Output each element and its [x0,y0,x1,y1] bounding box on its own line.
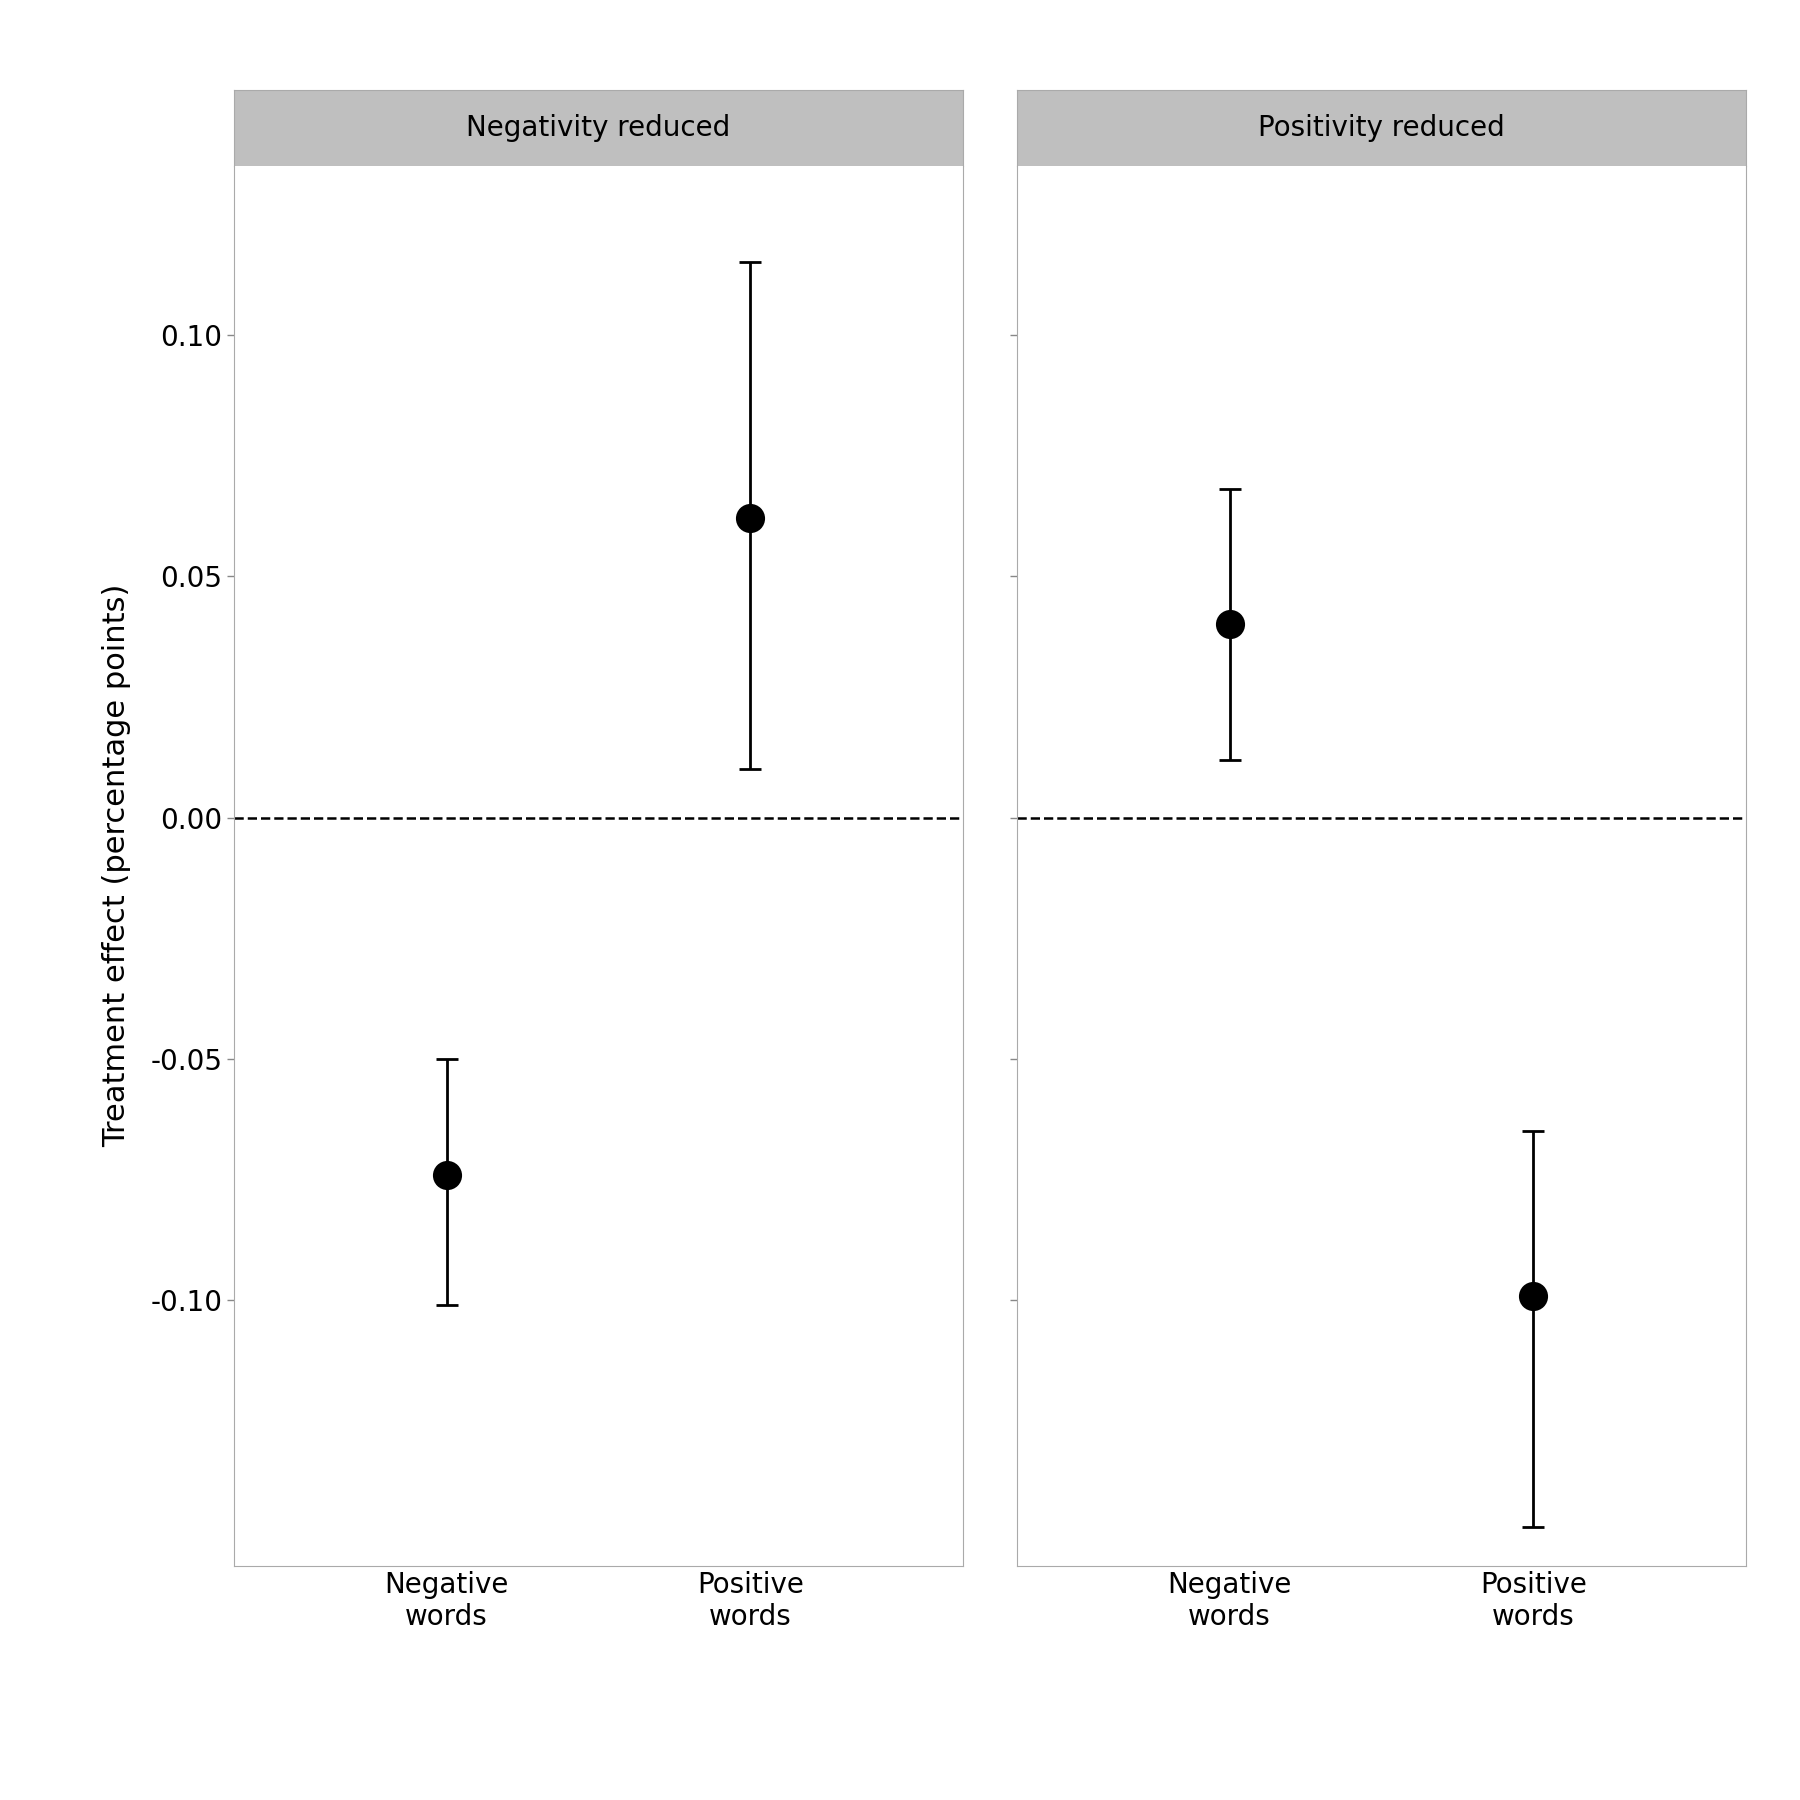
Text: Negativity reduced: Negativity reduced [466,113,731,142]
Point [1215,610,1244,639]
Y-axis label: Treatment effect (percentage points): Treatment effect (percentage points) [103,585,131,1147]
Point [432,1161,461,1190]
Point [736,504,765,533]
Text: Positivity reduced: Positivity reduced [1258,113,1505,142]
Point [1519,1282,1548,1310]
